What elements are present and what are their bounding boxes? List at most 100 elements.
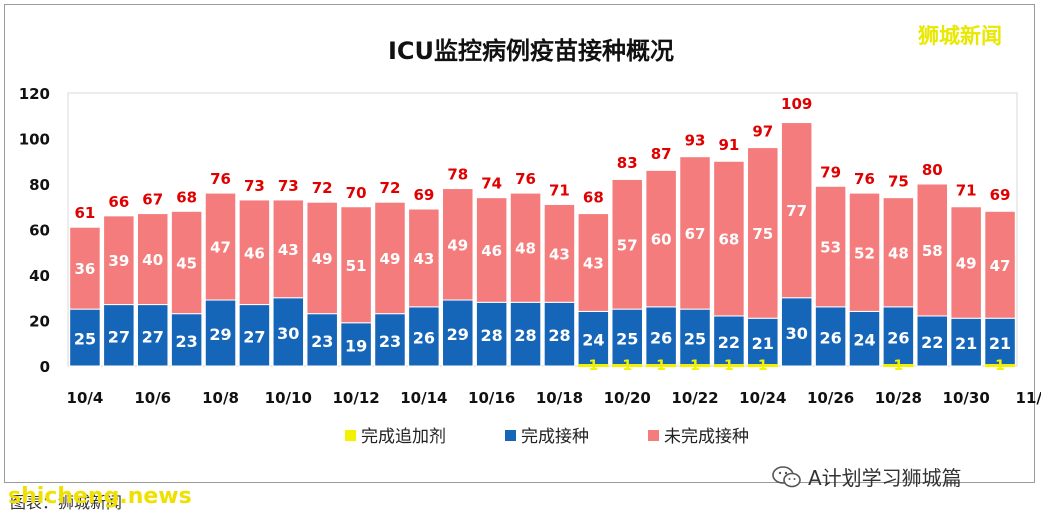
chart-title: ICU监控病例疫苗接种概况 [388, 37, 674, 65]
bar-uncompleted [340, 206, 372, 324]
label-completed: 25 [616, 330, 638, 349]
label-total: 76 [210, 170, 231, 188]
x-tick-label: 10/8 [202, 389, 239, 407]
x-tick-label: 10/26 [807, 389, 854, 407]
x-tick-label: 10/14 [400, 389, 447, 407]
label-total: 66 [108, 193, 129, 211]
label-uncompleted: 49 [312, 250, 333, 268]
x-tick-label: 10/6 [134, 389, 171, 407]
bar-booster [984, 364, 1016, 367]
label-completed: 26 [413, 328, 435, 347]
label-completed: 28 [481, 326, 503, 345]
y-tick-label: 20 [29, 313, 50, 331]
bar-completed [170, 313, 203, 367]
bar-uncompleted [611, 178, 643, 310]
label-uncompleted: 49 [380, 250, 401, 268]
bar-completed [577, 310, 610, 367]
label-total: 67 [142, 191, 163, 209]
x-tick-label: 10/24 [739, 389, 786, 407]
bar-completed [272, 297, 305, 367]
label-uncompleted: 49 [956, 254, 977, 272]
label-total: 75 [888, 172, 909, 190]
label-uncompleted: 46 [244, 244, 265, 262]
bar-completed [238, 304, 271, 367]
y-tick-label: 0 [40, 358, 50, 376]
bar-uncompleted [238, 199, 271, 306]
label-booster: 1 [656, 358, 666, 374]
legend-label: 未完成接种 [664, 427, 749, 447]
bar-uncompleted [442, 188, 474, 301]
label-uncompleted: 46 [481, 242, 502, 260]
label-uncompleted: 67 [685, 225, 706, 243]
bar-completed [747, 317, 779, 367]
label-completed: 29 [209, 325, 231, 344]
x-tick-label: 10/4 [67, 389, 104, 407]
bar-uncompleted [170, 210, 203, 315]
label-completed: 21 [989, 334, 1011, 353]
bar-booster [747, 364, 779, 367]
y-tick-label: 80 [29, 176, 50, 194]
source-note: 图表：狮城新闻 [10, 493, 123, 512]
label-total: 73 [278, 177, 299, 195]
label-uncompleted: 48 [515, 240, 536, 258]
label-total: 72 [312, 179, 333, 197]
wechat-icon [772, 465, 802, 489]
label-total: 69 [413, 186, 434, 204]
bar-booster [883, 364, 914, 367]
label-total: 71 [956, 181, 977, 199]
bar-uncompleted [916, 183, 949, 317]
label-uncompleted: 57 [617, 236, 638, 254]
bar-uncompleted [950, 206, 982, 319]
y-tick-label: 120 [19, 85, 50, 103]
label-completed: 24 [853, 331, 875, 350]
label-uncompleted: 45 [176, 254, 197, 272]
label-total: 109 [781, 95, 812, 113]
bar-completed [814, 306, 847, 367]
y-tick-label: 40 [29, 267, 50, 285]
label-total: 71 [549, 181, 570, 199]
bar-uncompleted [204, 192, 237, 301]
y-tick-label: 60 [29, 222, 50, 240]
label-total: 61 [75, 204, 96, 222]
x-tick-label: 11/1 [1016, 389, 1041, 407]
label-booster: 1 [588, 358, 598, 374]
bar-completed [442, 299, 474, 367]
bar-booster [713, 364, 745, 367]
bar-uncompleted [475, 197, 508, 303]
label-completed: 28 [514, 326, 536, 345]
label-completed: 25 [74, 330, 96, 349]
label-uncompleted: 49 [447, 236, 468, 254]
bar-completed [136, 304, 169, 367]
legend-swatch [345, 430, 356, 441]
bar-uncompleted [69, 226, 101, 310]
label-completed: 28 [548, 326, 570, 345]
bar-completed [780, 297, 813, 367]
plot-area [67, 92, 1018, 367]
label-uncompleted: 43 [413, 250, 434, 268]
bar-uncompleted [577, 213, 610, 312]
legend-label: 完成接种 [521, 427, 589, 447]
label-uncompleted: 40 [142, 251, 163, 269]
label-uncompleted: 77 [786, 202, 807, 220]
bar-completed [950, 317, 982, 367]
bar-completed [848, 310, 881, 367]
x-tick-label: 10/12 [332, 389, 379, 407]
label-total: 69 [990, 186, 1011, 204]
x-tick-label: 10/10 [265, 389, 312, 407]
label-completed: 19 [345, 336, 367, 355]
bar-uncompleted [374, 201, 406, 315]
label-total: 91 [718, 136, 739, 154]
label-uncompleted: 47 [210, 239, 231, 257]
bar-booster [679, 364, 711, 367]
label-total: 80 [922, 161, 943, 179]
x-tick-label: 10/28 [875, 389, 922, 407]
legend-swatch [505, 430, 516, 441]
label-completed: 29 [447, 325, 469, 344]
label-total: 76 [854, 170, 875, 188]
bar-uncompleted [306, 201, 338, 315]
label-completed: 27 [142, 327, 164, 346]
bar-completed [204, 299, 237, 367]
bar-uncompleted [984, 210, 1016, 319]
x-tick-label: 10/22 [671, 389, 718, 407]
label-completed: 26 [650, 328, 672, 347]
